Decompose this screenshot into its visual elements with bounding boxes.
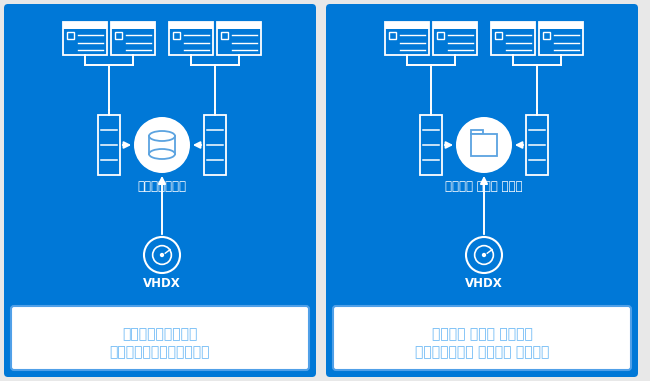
Ellipse shape: [149, 131, 175, 141]
Circle shape: [474, 246, 493, 264]
FancyBboxPatch shape: [11, 306, 309, 370]
Bar: [149, 136, 175, 154]
Bar: [385, 21, 429, 54]
Circle shape: [482, 253, 486, 257]
Ellipse shape: [149, 149, 175, 159]
Bar: [169, 21, 213, 29]
Bar: [66, 32, 74, 39]
Bar: [169, 21, 213, 54]
Bar: [539, 21, 583, 54]
Circle shape: [144, 237, 180, 273]
Circle shape: [153, 246, 172, 264]
Bar: [543, 32, 550, 39]
Bar: [98, 115, 120, 175]
Bar: [471, 134, 497, 156]
Bar: [495, 32, 502, 39]
Bar: [63, 21, 107, 29]
Bar: [437, 32, 444, 39]
Text: ブロック記憶域上の: ブロック記憶域上の: [122, 327, 198, 341]
Bar: [389, 32, 396, 39]
Text: ブロック記憶域: ブロック記憶域: [138, 180, 187, 193]
Bar: [111, 21, 155, 29]
Text: ファイル ベース 記憶域: ファイル ベース 記憶域: [445, 180, 523, 193]
Circle shape: [160, 253, 164, 257]
Text: クラスター共有ボリューム: クラスター共有ボリューム: [110, 345, 210, 359]
Bar: [471, 130, 483, 134]
Bar: [217, 21, 261, 54]
Text: スケールアウト ファイル サーバー: スケールアウト ファイル サーバー: [415, 345, 549, 359]
Circle shape: [466, 237, 502, 273]
Bar: [204, 115, 226, 175]
Bar: [491, 21, 535, 54]
Bar: [433, 21, 477, 54]
Bar: [63, 21, 107, 54]
Text: ファイル ベース 記憶域の: ファイル ベース 記憶域の: [432, 327, 532, 341]
Text: VHDX: VHDX: [143, 277, 181, 290]
Text: VHDX: VHDX: [465, 277, 503, 290]
Circle shape: [134, 117, 190, 173]
Bar: [385, 21, 429, 29]
Bar: [539, 21, 583, 29]
Bar: [491, 21, 535, 29]
Bar: [111, 21, 155, 54]
Bar: [433, 21, 477, 29]
Circle shape: [456, 117, 512, 173]
FancyBboxPatch shape: [326, 4, 638, 377]
Bar: [172, 32, 180, 39]
Bar: [114, 32, 122, 39]
Bar: [526, 115, 548, 175]
Bar: [420, 115, 442, 175]
FancyBboxPatch shape: [333, 306, 631, 370]
Bar: [220, 32, 228, 39]
FancyBboxPatch shape: [4, 4, 316, 377]
Bar: [217, 21, 261, 29]
